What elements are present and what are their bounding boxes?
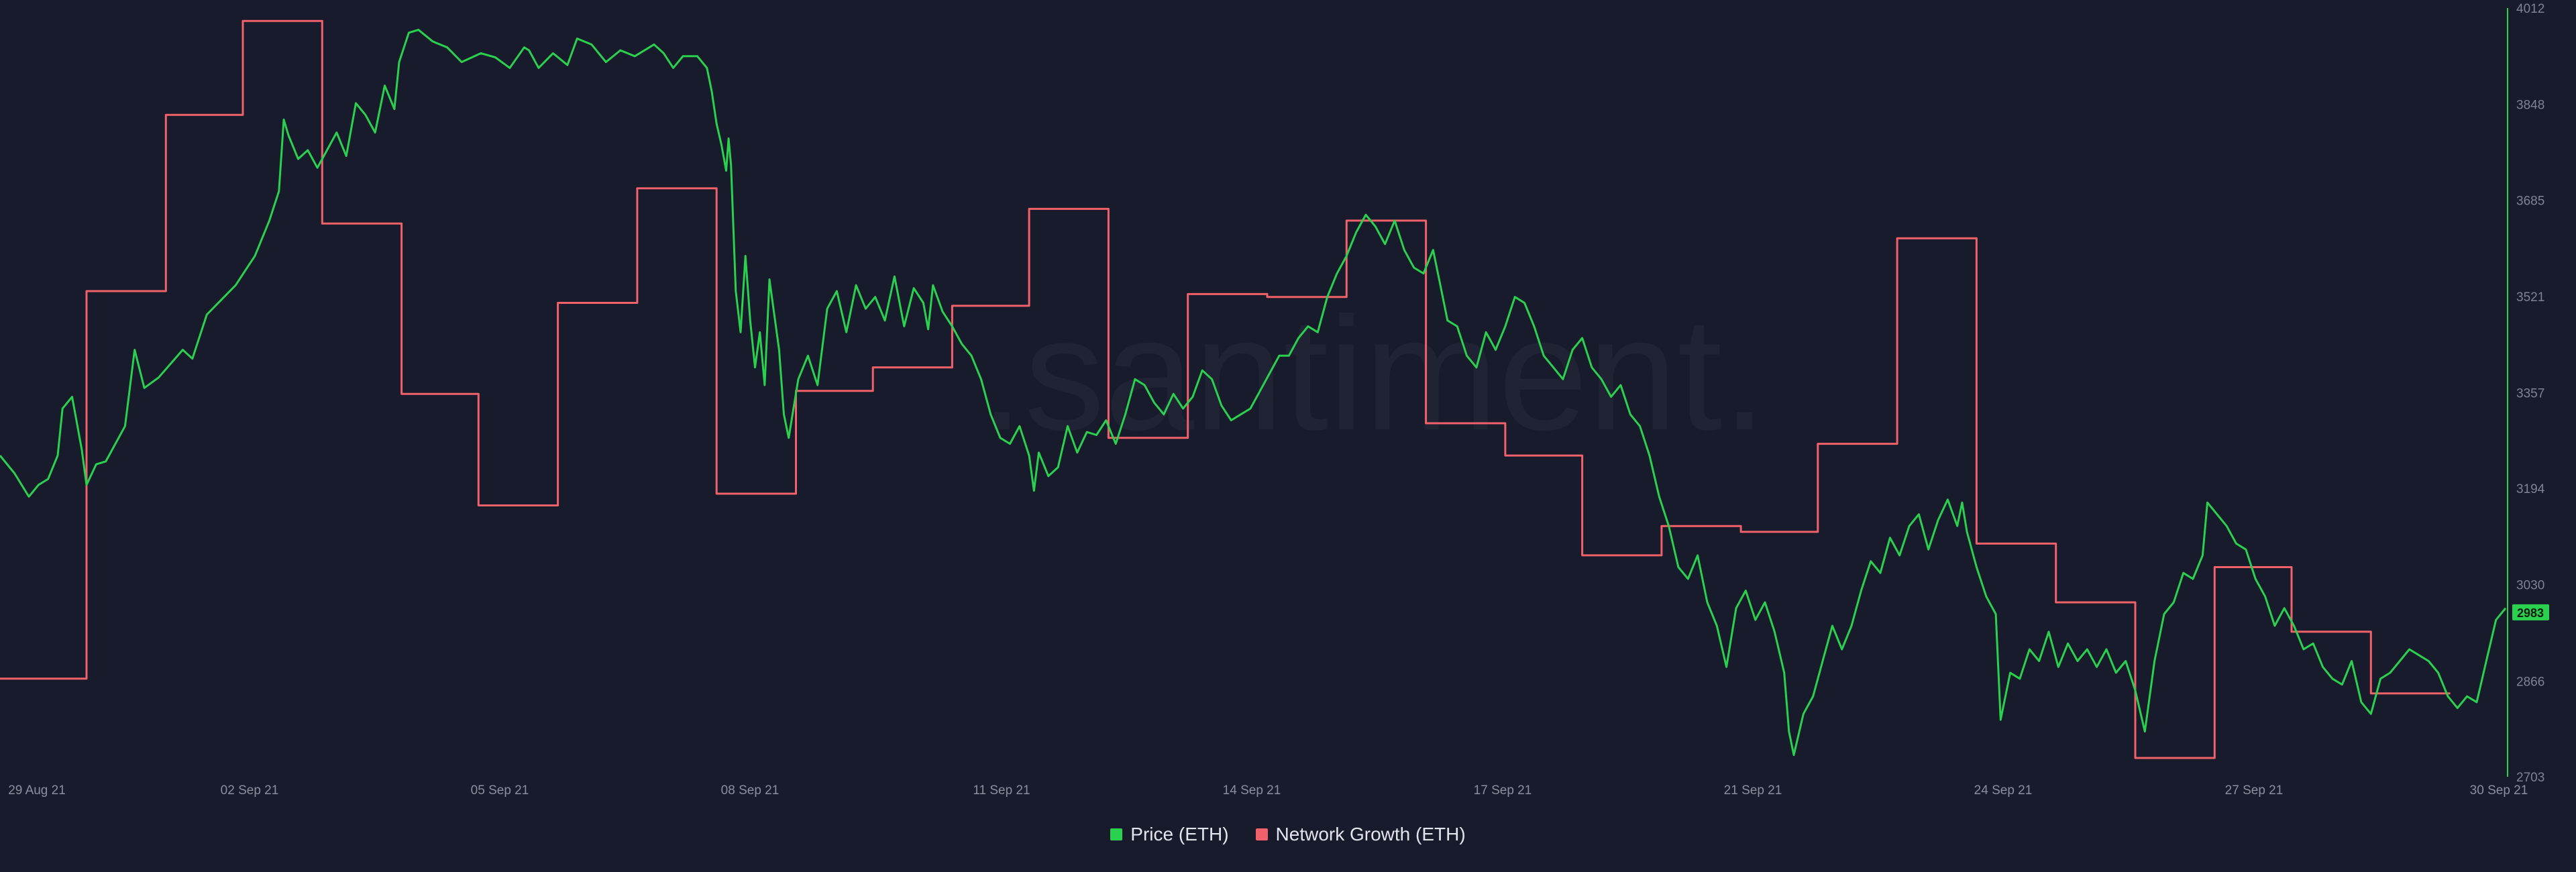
x-tick-label: 05 Sep 21 (471, 783, 529, 798)
legend-item-network-growth[interactable]: Network Growth (ETH) (1255, 824, 1466, 845)
last-price-badge-label: 2983 (2517, 606, 2544, 620)
x-axis-ticks: 29 Aug 21 02 Sep 21 05 Sep 21 08 Sep 21 11 S… (8, 783, 2528, 798)
y-tick-label: 3521 (2516, 290, 2544, 305)
legend-label-price: Price (ETH) (1130, 824, 1229, 844)
x-tick-label: 14 Sep 21 (1223, 783, 1281, 798)
y-tick-label: 2866 (2516, 675, 2544, 689)
legend-label-network-growth: Network Growth (ETH) (1275, 824, 1466, 844)
last-price-badge: 2983 (2512, 604, 2549, 620)
x-tick-label: 17 Sep 21 (1474, 783, 1532, 798)
network-growth-series-line (0, 19, 2451, 759)
legend-item-price[interactable]: Price (ETH) (1110, 824, 1229, 845)
y-axis-ticks: 4012 3848 3685 3521 3357 3194 3030 2866 2703 (2516, 2, 2545, 785)
y-tick-label: 3685 (2516, 194, 2544, 208)
x-tick-label: 02 Sep 21 (221, 783, 279, 798)
y-tick-label: 3357 (2516, 386, 2544, 400)
x-tick-label: 21 Sep 21 (1724, 783, 1782, 798)
x-tick-label: 11 Sep 21 (973, 783, 1030, 798)
network-growth-swatch-icon (1255, 828, 1268, 840)
series-layer (0, 19, 2507, 759)
price-series-line (0, 28, 2507, 757)
watermark: .santiment. (979, 284, 1767, 464)
x-tick-label: 08 Sep 21 (721, 783, 780, 798)
x-tick-label: 30 Sep 21 (2470, 783, 2528, 798)
x-tick-label: 27 Sep 21 (2225, 783, 2284, 798)
last-price-badge-bg (2512, 604, 2549, 620)
x-tick-label: 24 Sep 21 (1974, 783, 2033, 798)
y-tick-label: 4012 (2516, 2, 2544, 16)
price-swatch-icon (1110, 828, 1123, 840)
y-tick-label: 3848 (2516, 99, 2544, 113)
x-tick-label: 29 Aug 21 (8, 783, 66, 798)
y-tick-label: 3030 (2516, 579, 2544, 593)
y-tick-label: 2703 (2516, 771, 2544, 785)
legend: Price (ETH) Network Growth (ETH) (0, 824, 2576, 845)
y-tick-label: 3194 (2516, 482, 2545, 496)
